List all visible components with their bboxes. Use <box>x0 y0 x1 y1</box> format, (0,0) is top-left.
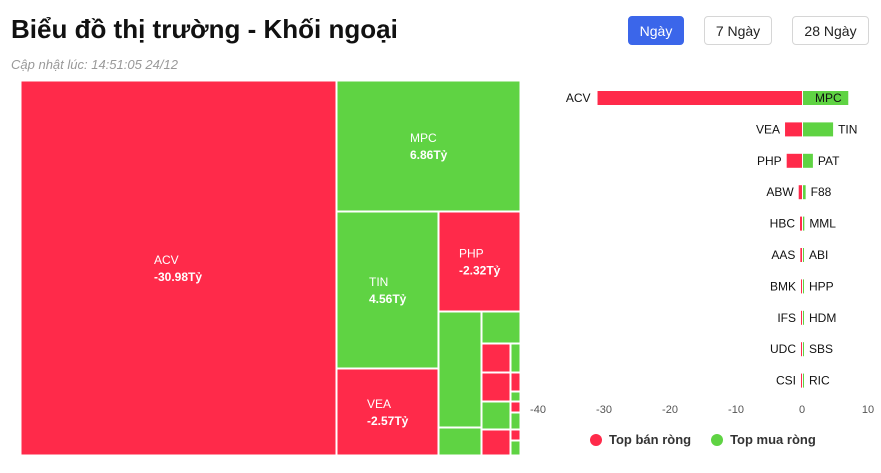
bar-label-sell-php: PHP <box>757 154 782 168</box>
bar-label-buy-mml: MML <box>809 217 836 231</box>
bar-buy-tin[interactable] <box>803 122 834 137</box>
bar-sell-abw[interactable] <box>798 185 802 200</box>
bar-sell-php[interactable] <box>786 153 802 168</box>
legend-label-buy: Top mua ròng <box>730 432 816 447</box>
treemap-tile-acv[interactable] <box>20 80 337 456</box>
treemap-tile-small[interactable] <box>510 412 521 430</box>
bar-label-buy-abi: ABI <box>809 248 828 262</box>
bar-label-buy-mpc: MPC <box>815 91 842 105</box>
bar-label-sell-udc: UDC <box>770 342 796 356</box>
bar-label-buy-sbs: SBS <box>809 342 833 356</box>
bar-sell-acv[interactable] <box>597 91 802 105</box>
tab-7-days[interactable]: 7 Ngày <box>704 16 772 45</box>
treemap-tile-small[interactable] <box>481 429 511 456</box>
bar-sell-csi[interactable] <box>801 373 802 388</box>
bar-label-sell-bmk: BMK <box>770 279 796 293</box>
treemap-tile-vea[interactable] <box>336 368 439 456</box>
x-tick-label: -20 <box>662 404 678 416</box>
bar-label-sell-ifs: IFS <box>777 311 796 325</box>
bar-label-buy-hpp: HPP <box>809 279 834 293</box>
treemap-tile-small[interactable] <box>510 429 521 441</box>
bar-label-sell-vea: VEA <box>756 122 780 136</box>
treemap-tile-small[interactable] <box>481 372 511 402</box>
tab-28-days[interactable]: 28 Ngày <box>792 16 869 45</box>
treemap-tile-small[interactable] <box>481 401 511 430</box>
x-tick-label: 10 <box>862 404 874 416</box>
legend-item-sell[interactable]: Top bán ròng <box>590 432 691 447</box>
legend-label-sell: Top bán ròng <box>609 432 692 447</box>
treemap-tile-mpc[interactable] <box>336 80 521 212</box>
treemap-tile-small[interactable] <box>510 401 521 413</box>
treemap-tile-tin[interactable] <box>336 211 439 369</box>
legend-dot-sell <box>590 433 602 446</box>
bar-label-sell-hbc: HBC <box>770 217 796 231</box>
bar-sell-udc[interactable] <box>801 342 802 357</box>
x-tick-label: -10 <box>728 404 744 416</box>
treemap-tile-small[interactable] <box>438 311 482 428</box>
bar-label-buy-ric: RIC <box>809 374 830 388</box>
bar-label-sell-acv: ACV <box>566 91 591 105</box>
treemap-tile-small[interactable] <box>510 372 521 392</box>
chart-legend: Top bán ròng Top mua ròng <box>590 432 816 447</box>
bar-label-buy-tin: TIN <box>838 122 857 136</box>
bar-buy-mml[interactable] <box>803 216 805 231</box>
treemap-tile-php[interactable] <box>438 211 521 312</box>
x-tick-label: -30 <box>596 404 612 416</box>
bar-sell-aas[interactable] <box>800 248 802 262</box>
legend-item-buy[interactable]: Top mua ròng <box>711 432 816 447</box>
bar-sell-hbc[interactable] <box>800 216 802 231</box>
treemap-tile-small[interactable] <box>510 440 521 456</box>
bar-buy-f88[interactable] <box>803 185 806 200</box>
treemap-tile-small[interactable] <box>481 311 521 344</box>
treemap-tile-small[interactable] <box>438 427 482 456</box>
bar-buy-abi[interactable] <box>803 248 804 262</box>
bar-label-buy-hdm: HDM <box>809 311 836 325</box>
bar-buy-sbs[interactable] <box>803 342 804 357</box>
bar-buy-pat[interactable] <box>803 153 813 168</box>
treemap-tile-small[interactable] <box>510 391 521 402</box>
bar-sell-vea[interactable] <box>785 122 802 137</box>
tab-day[interactable]: Ngày <box>628 16 684 45</box>
treemap-tile-small[interactable] <box>510 343 521 373</box>
bar-sell-bmk[interactable] <box>801 279 802 294</box>
legend-dot-buy <box>711 433 724 446</box>
page-title: Biểu đồ thị trường - Khối ngoại <box>11 14 398 44</box>
updated-timestamp: Cập nhật lúc: 14:51:05 24/12 <box>11 57 178 72</box>
bar-label-sell-abw: ABW <box>766 185 794 199</box>
bar-buy-ric[interactable] <box>803 373 804 388</box>
bar-buy-hdm[interactable] <box>803 310 804 325</box>
bar-label-sell-csi: CSI <box>776 374 796 388</box>
bar-buy-mpc[interactable] <box>803 91 849 105</box>
bar-label-buy-f88: F88 <box>811 185 832 199</box>
bar-buy-hpp[interactable] <box>803 279 804 294</box>
x-tick-label: 0 <box>799 404 805 416</box>
treemap-tile-small[interactable] <box>481 343 511 373</box>
x-tick-label: -40 <box>530 404 546 416</box>
bar-label-sell-aas: AAS <box>771 248 795 262</box>
bar-sell-ifs[interactable] <box>801 310 802 325</box>
bar-label-buy-pat: PAT <box>818 154 840 168</box>
